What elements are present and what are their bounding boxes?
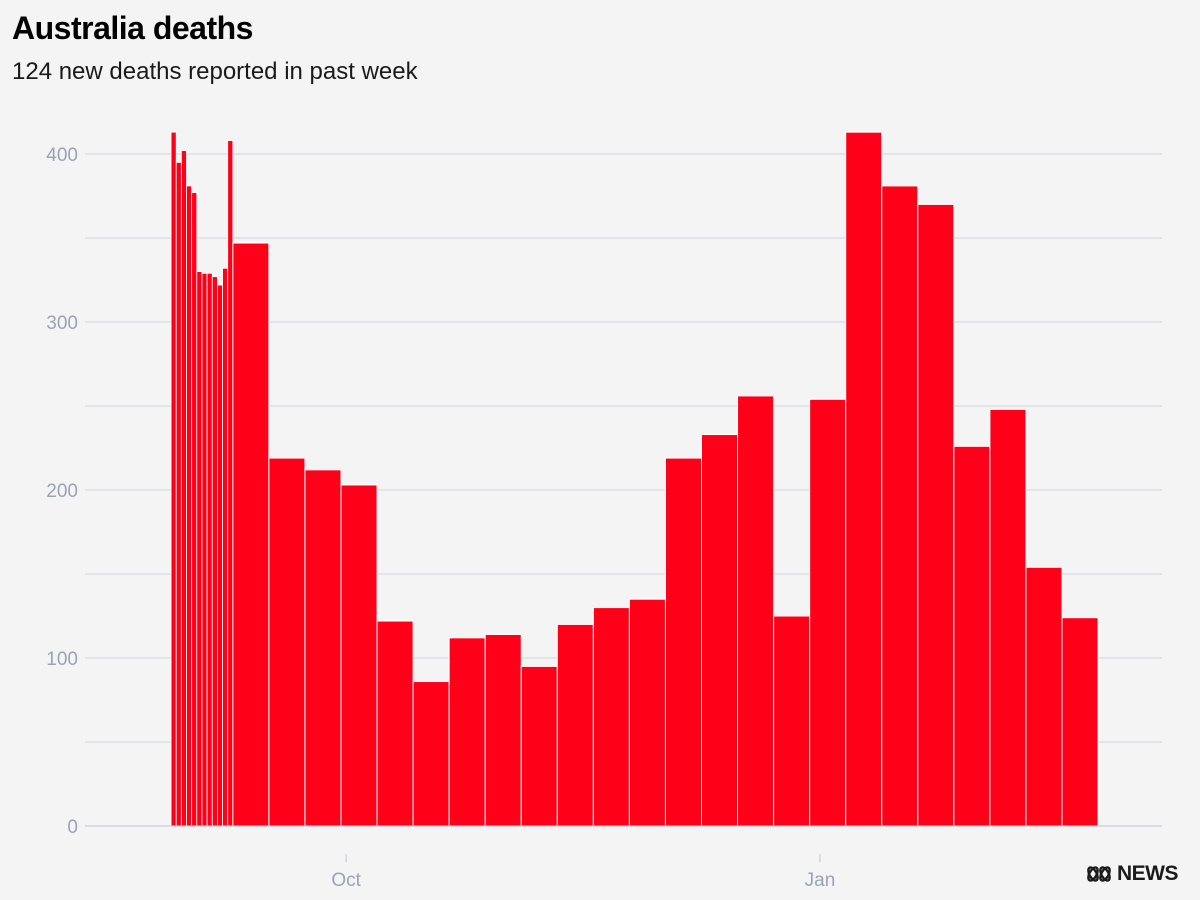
y-tick-label: 100	[46, 649, 78, 670]
x-tick-label: Oct	[331, 870, 361, 891]
axes: 0 100 200 300 400 Oct Jan	[46, 145, 1162, 891]
daily-bar	[196, 271, 203, 827]
weekly-bar	[376, 620, 414, 827]
weekly-bar	[917, 203, 955, 827]
weekly-bar	[953, 445, 991, 827]
weekly-bar	[304, 469, 342, 827]
weekly-bar	[520, 665, 558, 827]
weekly-bar	[881, 185, 919, 827]
weekly-bar	[737, 395, 775, 827]
weekly-bar	[809, 398, 847, 827]
y-tick-label: 400	[46, 145, 78, 166]
weekly-bar	[773, 615, 811, 827]
weekly-bar	[592, 607, 630, 827]
weekly-bar	[268, 457, 306, 827]
bars	[170, 131, 1099, 827]
y-tick-label: 300	[46, 313, 78, 334]
chart-subtitle: 124 new deaths reported in past week	[12, 58, 418, 85]
weekly-bar	[701, 434, 739, 827]
daily-bar	[175, 161, 182, 827]
weekly-bar	[556, 623, 594, 827]
daily-bar	[227, 140, 234, 827]
daily-bar	[191, 192, 198, 827]
weekly-bar	[484, 633, 522, 827]
weekly-bar	[845, 131, 883, 827]
daily-bar	[216, 284, 223, 827]
daily-bar	[186, 185, 193, 827]
weekly-bar	[412, 681, 450, 827]
weekly-bar	[232, 242, 270, 827]
abc-logo-icon	[1087, 866, 1111, 882]
weekly-bar	[1061, 617, 1099, 827]
daily-bar	[180, 150, 187, 827]
daily-bar	[170, 131, 177, 827]
weekly-bar	[989, 408, 1027, 827]
weekly-bar	[1025, 566, 1063, 827]
y-tick-label: 0	[67, 817, 78, 838]
chart-title: Australia deaths	[12, 10, 253, 46]
weekly-bar	[664, 457, 703, 827]
weekly-bar	[628, 598, 666, 827]
weekly-bar	[340, 484, 378, 827]
logo-text: NEWS	[1117, 862, 1179, 885]
y-tick-label: 200	[46, 481, 78, 502]
abc-news-logo: NEWS	[1086, 862, 1179, 886]
daily-bar	[222, 267, 229, 827]
daily-bar	[201, 272, 208, 827]
x-tick-label: Jan	[805, 870, 836, 891]
daily-bar	[211, 276, 218, 827]
weekly-bar	[448, 637, 486, 827]
daily-bar	[206, 272, 213, 827]
